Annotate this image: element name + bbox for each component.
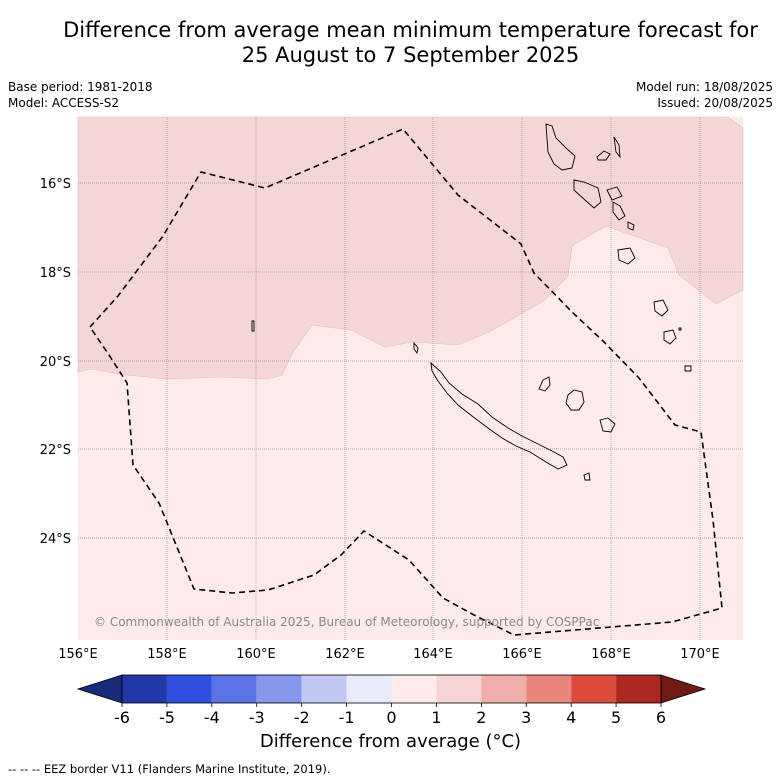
- colorbar-segment: [346, 675, 392, 703]
- lat-label: 24°S: [40, 532, 71, 547]
- colorbar-tick-label: 5: [611, 708, 621, 727]
- colorbar-tick-label: -2: [294, 708, 310, 727]
- colorbar-segment: [256, 675, 302, 703]
- loyalty-islands: [538, 376, 616, 481]
- colorbar: -6 -5 -4 -3 -2 -1 0 1 2 3 4 5 6: [76, 674, 707, 727]
- lon-label: 158°E: [147, 647, 187, 662]
- chart-title: Difference from average mean minimum tem…: [0, 18, 781, 68]
- new-caledonia-island: [430, 361, 568, 470]
- vanuatu-islands: [545, 123, 636, 265]
- colorbar-segment: [526, 675, 572, 703]
- colorbar-tick-label: 4: [566, 708, 576, 727]
- lon-label: 160°E: [236, 647, 276, 662]
- colorbar-arrow-min: [76, 674, 123, 704]
- copyright-text: © Commonwealth of Australia 2025, Bureau…: [94, 615, 599, 629]
- colorbar-segment: [481, 675, 527, 703]
- meta-left: Base period: 1981-2018 Model: ACCESS-S2: [8, 79, 153, 111]
- lon-label: 162°E: [325, 647, 365, 662]
- model-name: Model: ACCESS-S2: [8, 96, 120, 110]
- lat-label: 20°S: [40, 355, 71, 370]
- colorbar-tick-label: -3: [249, 708, 265, 727]
- lon-label: 156°E: [58, 647, 98, 662]
- colorbar-tick-label: 3: [521, 708, 531, 727]
- colorbar-tick-label: 2: [476, 708, 486, 727]
- lat-label: 16°S: [40, 177, 71, 192]
- colorbar-tick-label: -4: [204, 708, 220, 727]
- colorbar-tick-label: 0: [386, 708, 396, 727]
- title-line-2: 25 August to 7 September 2025: [241, 43, 580, 67]
- colorbar-segment: [301, 675, 347, 703]
- colorbar-segment: [391, 675, 437, 703]
- colorbar-arrow-max: [660, 674, 707, 704]
- colorbar-tick-label: -1: [339, 708, 355, 727]
- meta-right: Model run: 18/08/2025 Issued: 20/08/2025: [636, 79, 773, 111]
- colorbar-segment: [166, 675, 212, 703]
- colorbar-tick-label: -5: [159, 708, 175, 727]
- model-run: Model run: 18/08/2025: [635, 80, 773, 94]
- colorbar-segment: [211, 675, 257, 703]
- colorbar-segment: [616, 675, 661, 703]
- eez-legend-note: -- -- -- EEZ border V11 (Flanders Marine…: [8, 762, 331, 776]
- colorbar-tick-label: -6: [114, 708, 130, 727]
- colorbar-tick-label: 1: [431, 708, 441, 727]
- lon-label: 164°E: [413, 647, 453, 662]
- lat-labels: 16°S 18°S 20°S 22°S 24°S: [40, 177, 71, 547]
- lon-label: 170°E: [680, 647, 720, 662]
- colorbar-segment: [436, 675, 482, 703]
- other-islands: [251, 299, 692, 372]
- issued-date: Issued: 20/08/2025: [657, 96, 773, 110]
- colorbar-segment: [571, 675, 617, 703]
- lon-label: 166°E: [502, 647, 542, 662]
- colorbar-segment: [122, 675, 167, 703]
- colorbar-title: Difference from average (°C): [259, 731, 522, 752]
- colorbar-tick-label: 6: [656, 708, 666, 727]
- title-line-1: Difference from average mean minimum tem…: [63, 18, 758, 42]
- lat-label: 22°S: [40, 443, 71, 458]
- lat-label: 18°S: [40, 266, 71, 281]
- lon-labels: 156°E 158°E 160°E 162°E 164°E 166°E 168°…: [58, 647, 720, 662]
- gridlines: [78, 117, 743, 640]
- base-period: Base period: 1981-2018: [8, 80, 153, 94]
- belep-islands: [413, 341, 419, 355]
- eez-border: [88, 128, 723, 636]
- lon-label: 168°E: [591, 647, 631, 662]
